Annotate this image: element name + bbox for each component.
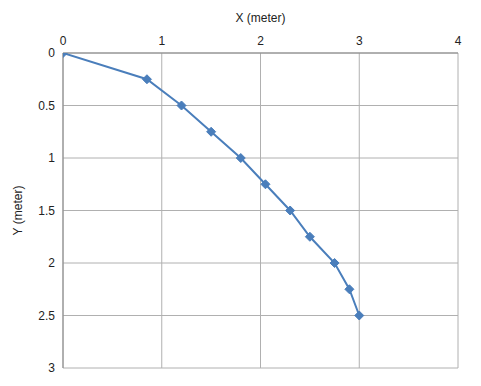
- svg-text:1: 1: [158, 34, 165, 48]
- svg-text:2: 2: [48, 256, 55, 270]
- svg-text:1: 1: [48, 151, 55, 165]
- svg-text:3: 3: [48, 361, 55, 375]
- svg-text:Y (meter): Y (meter): [11, 186, 25, 236]
- svg-text:4: 4: [455, 34, 462, 48]
- svg-text:0: 0: [48, 46, 55, 60]
- svg-text:X (meter): X (meter): [235, 11, 285, 25]
- svg-text:2: 2: [257, 34, 264, 48]
- svg-text:2.5: 2.5: [38, 309, 55, 323]
- svg-text:1.5: 1.5: [38, 204, 55, 218]
- svg-text:3: 3: [356, 34, 363, 48]
- svg-text:0.5: 0.5: [38, 99, 55, 113]
- svg-text:0: 0: [60, 34, 67, 48]
